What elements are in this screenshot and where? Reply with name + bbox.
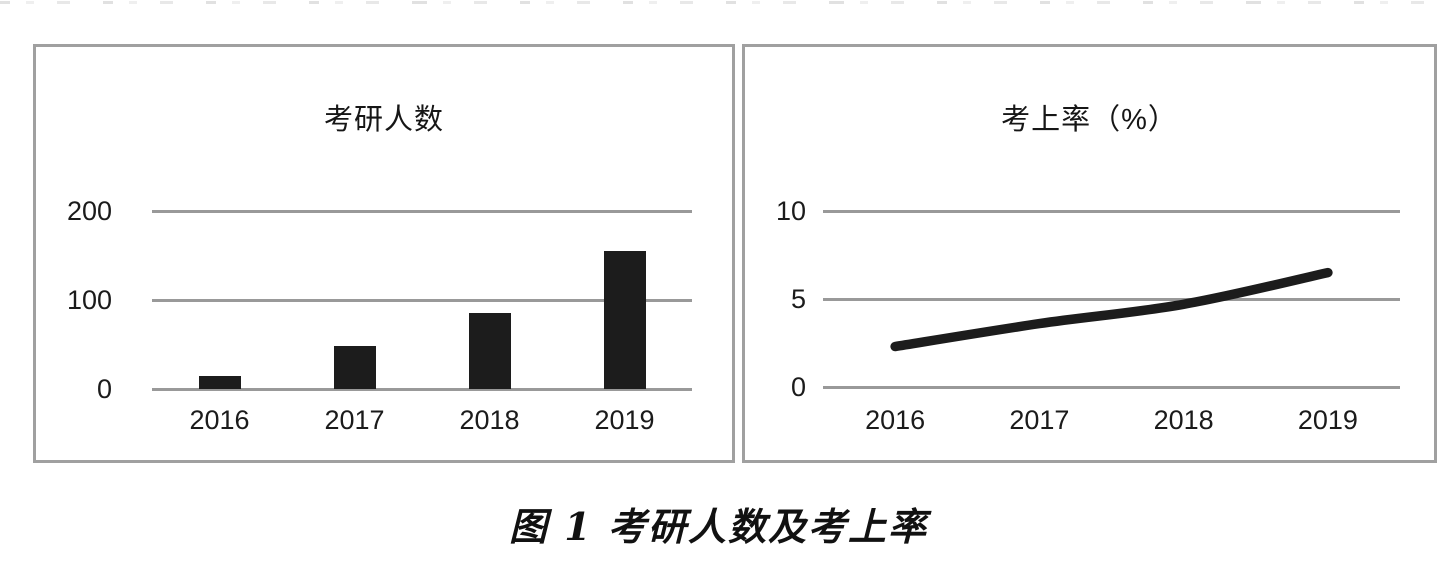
gridline <box>823 209 1400 213</box>
gridline <box>152 298 692 302</box>
cropped-text-remnant <box>0 0 1437 6</box>
y-axis-tick-label: 0 <box>790 372 806 402</box>
trend-line <box>890 267 1333 352</box>
bar <box>333 346 376 389</box>
x-axis-tick-label: 2017 <box>324 405 385 435</box>
x-axis-tick-label: 2019 <box>594 405 655 435</box>
x-axis-tick-label: 2018 <box>1153 405 1214 435</box>
x-axis-tick-label: 2016 <box>865 405 926 435</box>
y-axis-tick-label: 200 <box>66 196 112 226</box>
bar <box>468 313 511 389</box>
bar-chart-title: 考研人数 <box>323 104 444 136</box>
y-axis-tick-label: 100 <box>66 285 112 315</box>
y-axis-tick-label: 5 <box>790 284 806 314</box>
gridline <box>823 385 1400 389</box>
gridline <box>152 209 692 213</box>
gridline <box>823 297 1400 301</box>
bar <box>603 251 646 389</box>
line-chart-title: 考上率（%） <box>1001 104 1178 136</box>
y-axis-tick-label: 10 <box>775 196 806 226</box>
bar <box>198 375 241 389</box>
figure-caption: 图 1 考研人数及考上率 <box>509 504 928 549</box>
x-axis-tick-label: 2017 <box>1009 405 1070 435</box>
line-chart-panel: 考上率（%） 0 5 10 2016 2017 2018 2019 <box>742 44 1437 463</box>
x-axis-tick-label: 2018 <box>459 405 520 435</box>
y-axis-tick-label: 0 <box>96 374 112 404</box>
trend-line-layer <box>890 267 1333 352</box>
x-axis-tick-label: 2019 <box>1297 405 1358 435</box>
bar-chart-panel: 考研人数 0 100 200 2016 2017 2018 2019 <box>33 44 735 463</box>
x-axis-tick-label: 2016 <box>189 405 250 435</box>
gridline <box>152 387 692 391</box>
